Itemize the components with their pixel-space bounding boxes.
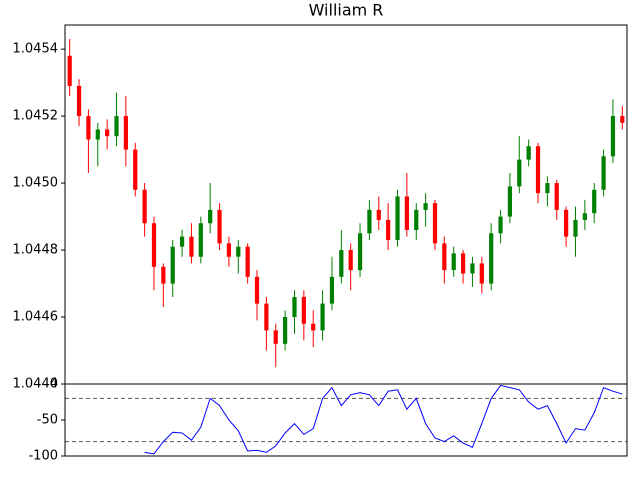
candle-body (283, 317, 288, 344)
candle-body (208, 209, 213, 224)
candle-body (470, 263, 475, 274)
candle-body (414, 209, 419, 230)
candle-body (367, 209, 372, 234)
y-tick-label: 1.0454 (13, 42, 59, 57)
candle-body (254, 276, 260, 304)
y-tick-label: 1.0446 (13, 310, 59, 325)
candle-body (545, 183, 550, 194)
candle-body (151, 223, 157, 267)
plot-frame (64, 383, 628, 457)
candle-body (442, 243, 447, 271)
candle-body (320, 303, 325, 331)
candle-body (423, 203, 428, 210)
candle-body (592, 189, 597, 214)
candle-body (142, 189, 147, 224)
candle-body (301, 296, 306, 324)
candle-body (348, 250, 353, 271)
candle-body (273, 330, 278, 344)
candle-body (582, 213, 587, 220)
candle-body (535, 146, 541, 194)
candle-body (601, 156, 606, 190)
candle-body (386, 219, 391, 240)
candle-body (86, 116, 91, 140)
candle-body (564, 209, 569, 237)
candle-body (610, 116, 616, 157)
candle-body (226, 243, 232, 257)
candle-body (114, 116, 119, 137)
candle-body (95, 129, 100, 140)
candle-body (554, 183, 559, 210)
candle-body (189, 236, 194, 257)
candle-body (161, 266, 166, 284)
y-tick-label: 0 (50, 377, 58, 392)
candle-body (376, 209, 381, 220)
candle-body (292, 296, 297, 318)
chart-title: William R (309, 1, 384, 20)
candle-body (339, 250, 344, 277)
candle-body (217, 209, 222, 244)
y-tick-label: -50 (37, 413, 58, 428)
candle-body (620, 116, 625, 123)
candle-body (460, 253, 466, 274)
candle-body (451, 253, 456, 271)
candle-body (507, 186, 513, 217)
candle-body (395, 196, 400, 240)
y-tick-label: 1.0448 (13, 243, 59, 258)
candle-body (198, 223, 203, 257)
candle-body (404, 196, 409, 230)
candle-body (479, 263, 484, 284)
candle-body (179, 236, 185, 247)
candle-body (311, 323, 316, 331)
y-tick-label: 1.0444 (13, 377, 59, 392)
candle-body (489, 233, 494, 284)
y-tick-label: 1.0452 (13, 109, 59, 124)
y-tick-label: -100 (28, 449, 58, 464)
candle-body (170, 246, 175, 284)
candle-body (67, 55, 72, 86)
candle-body (357, 233, 363, 271)
candle-body (498, 216, 503, 234)
candle-body (329, 276, 335, 304)
williams-r-line (144, 384, 623, 455)
candle-body (105, 129, 110, 137)
candle-body (432, 203, 438, 244)
candle-body (236, 246, 241, 257)
candle-body (76, 85, 82, 117)
candle-body (133, 149, 138, 190)
candle-body (573, 219, 578, 237)
candle-body (245, 246, 250, 277)
candle-body (264, 303, 269, 331)
candle-body (526, 146, 531, 160)
candle-body (517, 159, 522, 187)
candle-body (123, 116, 128, 150)
y-tick-label: 1.0450 (13, 176, 59, 191)
